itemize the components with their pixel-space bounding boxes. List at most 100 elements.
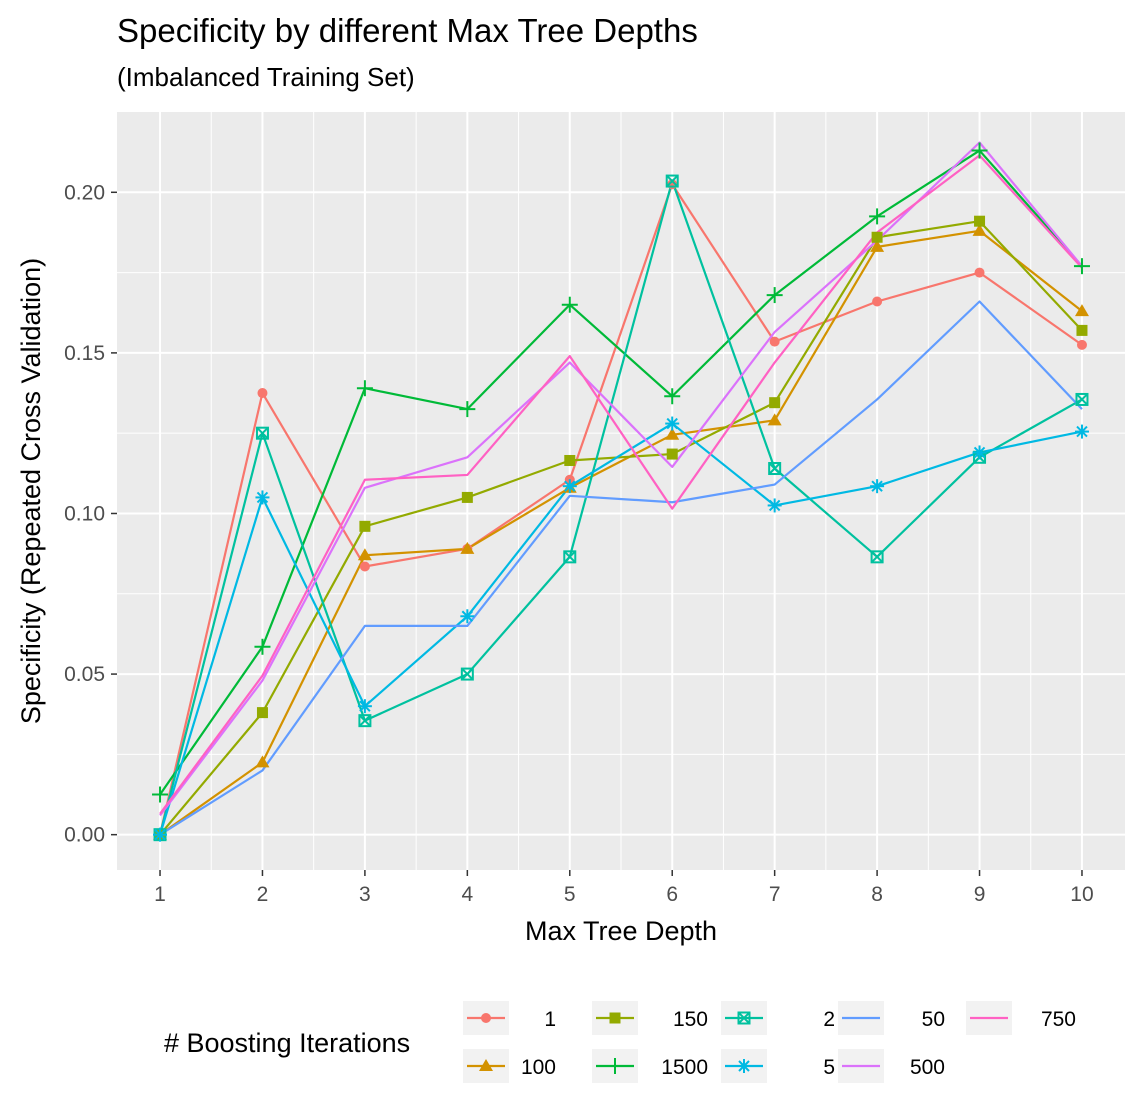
data-point-2 (665, 174, 679, 188)
series-line-750 (159, 154, 1083, 815)
data-point-150 (666, 448, 678, 460)
data-point-1 (1076, 339, 1087, 350)
chart-title: Specificity by different Max Tree Depths (117, 12, 698, 49)
data-point-5 (870, 479, 885, 494)
legend-item-1500: 1500 (592, 1049, 708, 1083)
legend-label: 750 (1041, 1008, 1076, 1031)
series-line-1500 (159, 149, 1083, 796)
legend-label: 1500 (661, 1056, 708, 1079)
legend-label: 5 (823, 1056, 835, 1079)
legend-item-500: 500 (838, 1049, 945, 1083)
data-point-100 (357, 548, 372, 561)
x-tick-label: 4 (461, 883, 473, 906)
y-tick-label: 0.10 (64, 502, 105, 525)
series-line-500 (159, 141, 1083, 817)
data-point-100 (972, 223, 987, 236)
legend-item-750: 750 (966, 1001, 1076, 1035)
data-point-2 (563, 550, 577, 564)
data-point-2 (1075, 392, 1089, 406)
data-point-100 (1074, 304, 1089, 317)
data-point-5 (665, 416, 680, 431)
x-tick-label: 6 (666, 883, 678, 906)
legend-item-50: 50 (838, 1001, 945, 1035)
y-axis-title: Specificity (Repeated Cross Validation) (16, 258, 46, 724)
legend-item-1: 1 (463, 1001, 556, 1035)
data-point-1 (257, 388, 268, 399)
data-point-1 (872, 296, 883, 307)
legend: # Boosting Iterations 1 100 150 1500 2 5 50 500… (164, 1001, 1076, 1083)
data-point-5 (972, 445, 987, 460)
legend-label: 100 (521, 1056, 556, 1079)
data-point-5 (255, 490, 270, 505)
data-point-5 (562, 479, 577, 494)
series-line-150 (159, 220, 1083, 836)
series-line-100 (159, 229, 1083, 836)
y-tick-label: 0.00 (64, 824, 105, 847)
legend-key-marker (607, 1058, 623, 1074)
data-point-1500 (561, 296, 578, 313)
data-point-150 (359, 520, 371, 532)
series-line-50 (159, 300, 1083, 836)
legend-item-5: 5 (721, 1049, 835, 1083)
legend-key-marker (481, 1013, 491, 1023)
x-tick-label: 8 (871, 883, 883, 906)
data-point-100 (460, 541, 475, 554)
data-point-1500 (971, 142, 988, 159)
x-axis-title: Max Tree Depth (525, 916, 717, 946)
data-point-100 (870, 239, 885, 252)
data-point-1500 (356, 380, 373, 397)
data-point-1500 (869, 208, 886, 225)
data-point-5 (153, 827, 168, 842)
legend-key-marker (479, 1059, 493, 1071)
data-point-150 (871, 231, 883, 243)
legend-key-marker (609, 1012, 621, 1024)
legend-item-100: 100 (463, 1049, 556, 1083)
data-point-100 (665, 427, 680, 440)
data-point-100 (767, 413, 782, 426)
data-point-5 (767, 498, 782, 513)
y-tick-label: 0.20 (64, 181, 105, 204)
data-point-150 (256, 707, 268, 719)
legend-label: 150 (673, 1008, 708, 1031)
data-point-1 (974, 267, 985, 278)
x-tick-label: 2 (257, 883, 269, 906)
data-point-150 (564, 454, 576, 466)
x-tick-label: 1 (154, 883, 166, 906)
data-point-2 (255, 426, 269, 440)
data-point-2 (870, 550, 884, 564)
data-point-1500 (766, 287, 783, 304)
legend-key-marker (737, 1059, 751, 1073)
legend-label: 2 (823, 1008, 835, 1031)
legend-label: 1 (544, 1008, 556, 1031)
x-tick-label: 3 (359, 883, 371, 906)
series-points (152, 142, 1090, 842)
data-point-1 (769, 336, 780, 347)
chart-subtitle: (Imbalanced Training Set) (117, 62, 415, 92)
data-point-1500 (1073, 258, 1090, 275)
data-point-5 (357, 699, 372, 714)
data-point-150 (1076, 324, 1088, 336)
legend-key-marker (737, 1011, 751, 1025)
legend-label: 500 (910, 1056, 945, 1079)
legend-title: # Boosting Iterations (164, 1028, 410, 1058)
data-point-2 (460, 667, 474, 681)
series-lines (158, 141, 1083, 836)
data-point-1500 (664, 388, 681, 405)
y-tick-label: 0.05 (64, 663, 105, 686)
data-point-1 (359, 561, 370, 572)
data-point-150 (974, 215, 986, 227)
axes: 1 2 3 4 5 6 7 8 9 10 0.00 0.05 0.10 0.15 0.20 (64, 181, 1094, 906)
data-point-5 (460, 609, 475, 624)
x-tick-label: 9 (974, 883, 986, 906)
x-tick-label: 7 (769, 883, 781, 906)
data-point-150 (769, 397, 781, 409)
legend-item-2: 2 (721, 1001, 835, 1035)
legend-item-150: 150 (592, 1001, 708, 1035)
x-tick-label: 5 (564, 883, 576, 906)
series-line-1 (158, 183, 1083, 835)
data-point-1500 (254, 638, 271, 655)
data-point-100 (255, 755, 270, 768)
data-point-2 (768, 462, 782, 476)
data-point-1500 (152, 786, 169, 803)
